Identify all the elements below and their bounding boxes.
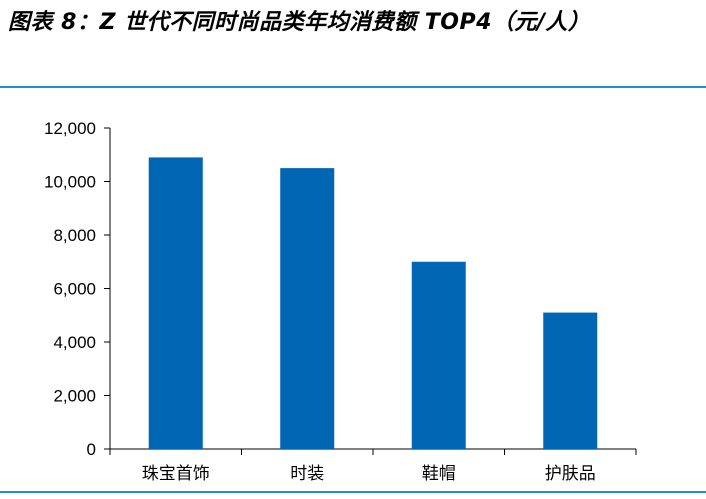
bar bbox=[411, 261, 466, 449]
y-tick-label: 8,000 bbox=[53, 226, 96, 245]
y-tick-label: 0 bbox=[87, 440, 96, 459]
x-category-label: 珠宝首饰 bbox=[142, 464, 210, 484]
y-tick-label: 12,000 bbox=[44, 119, 96, 138]
chart-title: 图表 8：Z 世代不同时尚品类年均消费额 TOP4（元/人） bbox=[8, 10, 591, 35]
x-category-label: 鞋帽 bbox=[422, 464, 456, 484]
y-tick-label: 10,000 bbox=[44, 173, 96, 192]
bar bbox=[280, 168, 335, 449]
bottom-divider bbox=[0, 491, 706, 493]
title-divider bbox=[0, 86, 706, 88]
y-tick-label: 6,000 bbox=[53, 280, 96, 299]
bars bbox=[148, 157, 598, 450]
bar bbox=[543, 312, 598, 449]
x-axis: 珠宝首饰 时装 鞋帽 护肤品 bbox=[109, 448, 637, 484]
x-category-label: 时装 bbox=[290, 464, 324, 484]
y-axis: 0 2,000 4,000 6,000 8,000 10,000 12,000 bbox=[44, 119, 111, 459]
x-category-label: 护肤品 bbox=[545, 464, 596, 484]
y-tick-label: 4,000 bbox=[53, 333, 96, 352]
y-tick-label: 2,000 bbox=[53, 387, 96, 406]
bar bbox=[148, 157, 203, 450]
